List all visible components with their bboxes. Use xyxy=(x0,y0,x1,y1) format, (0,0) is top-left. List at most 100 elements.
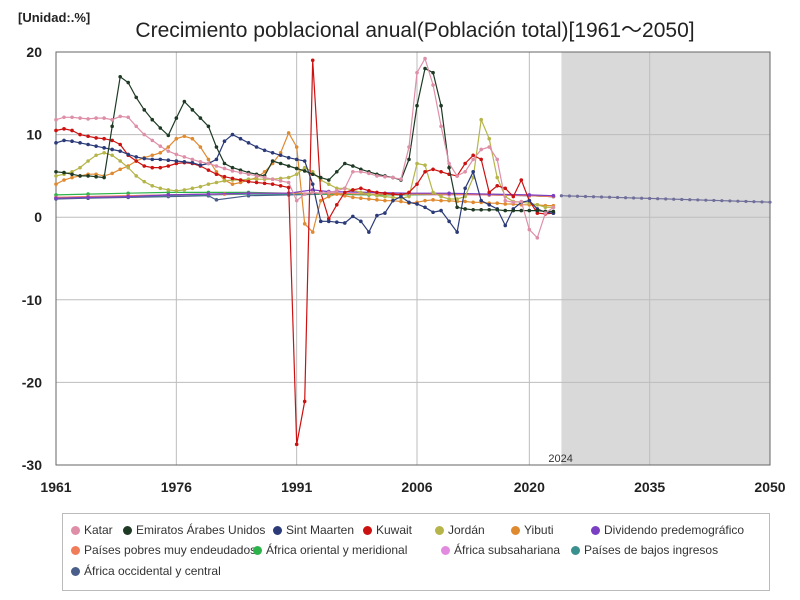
legend-swatch xyxy=(71,546,80,555)
data-point xyxy=(278,153,283,158)
data-point xyxy=(551,209,556,214)
data-point xyxy=(246,179,251,184)
data-point xyxy=(768,200,772,204)
data-point xyxy=(78,132,82,137)
legend-label: Emiratos Árabes Unidos xyxy=(136,523,266,537)
data-point xyxy=(238,168,243,172)
data-point xyxy=(190,160,195,165)
data-point xyxy=(78,116,82,120)
data-point xyxy=(318,219,323,224)
data-point xyxy=(503,202,508,206)
data-point xyxy=(487,207,492,212)
legend-swatch xyxy=(273,526,282,535)
legend-item: Jordán xyxy=(435,523,485,537)
series-Sint Maarten xyxy=(54,132,556,234)
data-point xyxy=(623,196,628,200)
data-point xyxy=(704,198,708,202)
data-point xyxy=(463,161,467,166)
data-point xyxy=(696,198,700,202)
data-point xyxy=(359,196,363,201)
data-point xyxy=(431,83,435,87)
legend-swatch xyxy=(441,546,450,555)
data-point xyxy=(334,186,339,191)
series-Dividendo predemográfico xyxy=(54,188,556,201)
data-point xyxy=(142,179,147,184)
data-point xyxy=(447,165,451,170)
data-point xyxy=(86,117,90,121)
data-point xyxy=(150,138,155,143)
data-point xyxy=(158,126,163,130)
data-point xyxy=(230,169,235,173)
data-point xyxy=(503,208,508,213)
data-point xyxy=(134,159,139,163)
data-point xyxy=(672,197,676,201)
data-point xyxy=(150,165,155,170)
data-point xyxy=(334,188,339,193)
data-point xyxy=(222,166,227,171)
data-point xyxy=(110,171,114,176)
data-point xyxy=(383,191,387,196)
data-point xyxy=(471,169,475,174)
data-point xyxy=(511,208,516,213)
data-point xyxy=(222,139,227,144)
data-point xyxy=(126,194,131,199)
data-point xyxy=(351,164,355,168)
data-point xyxy=(375,213,379,218)
data-point xyxy=(431,167,435,172)
data-point xyxy=(383,198,387,203)
data-point xyxy=(54,182,58,186)
data-point xyxy=(206,161,211,166)
data-point xyxy=(166,158,171,163)
shaded-projection-region xyxy=(561,52,770,465)
data-point xyxy=(551,205,556,210)
data-point xyxy=(254,145,259,149)
x-tick-label: 1976 xyxy=(161,479,192,495)
data-point xyxy=(158,150,163,155)
data-point xyxy=(278,161,283,166)
data-point xyxy=(222,161,227,166)
data-point xyxy=(110,153,114,158)
data-point xyxy=(720,199,724,203)
data-point xyxy=(174,116,179,120)
legend-label: Jordán xyxy=(448,523,485,537)
data-point xyxy=(447,197,451,201)
legend-item: África occidental y central xyxy=(71,564,221,578)
data-point xyxy=(166,149,171,153)
data-point xyxy=(359,169,363,174)
legend-label: Kuwait xyxy=(376,523,413,537)
data-point xyxy=(166,190,171,195)
legend-item: Países pobres muy endeudados xyxy=(71,543,256,557)
data-point xyxy=(535,203,540,207)
data-point xyxy=(62,115,66,120)
data-point xyxy=(359,219,363,224)
data-point xyxy=(134,95,139,100)
data-point xyxy=(495,201,500,205)
data-point xyxy=(431,190,435,195)
data-point xyxy=(479,157,483,162)
series-Katar xyxy=(54,56,556,240)
legend-item: Sint Maarten xyxy=(273,523,354,537)
data-point xyxy=(126,80,131,85)
data-point xyxy=(214,164,219,168)
data-point xyxy=(310,169,315,174)
data-point xyxy=(310,172,315,177)
data-point xyxy=(206,168,211,172)
data-point xyxy=(118,167,122,172)
data-point xyxy=(527,198,532,203)
data-point xyxy=(383,174,387,179)
legend-item: Dividendo predemográfico xyxy=(591,523,744,537)
data-point xyxy=(286,180,291,185)
data-point xyxy=(214,172,219,177)
data-point xyxy=(367,197,371,201)
data-point xyxy=(302,165,307,170)
data-point xyxy=(503,198,508,203)
data-point xyxy=(86,192,90,196)
data-point xyxy=(551,193,556,198)
data-point xyxy=(158,144,163,148)
data-point xyxy=(70,139,74,144)
data-point xyxy=(94,116,98,120)
data-point xyxy=(367,192,371,196)
x-tick-label: 2020 xyxy=(514,479,545,495)
x-tick-label: 2006 xyxy=(401,479,432,495)
data-point xyxy=(86,174,90,178)
